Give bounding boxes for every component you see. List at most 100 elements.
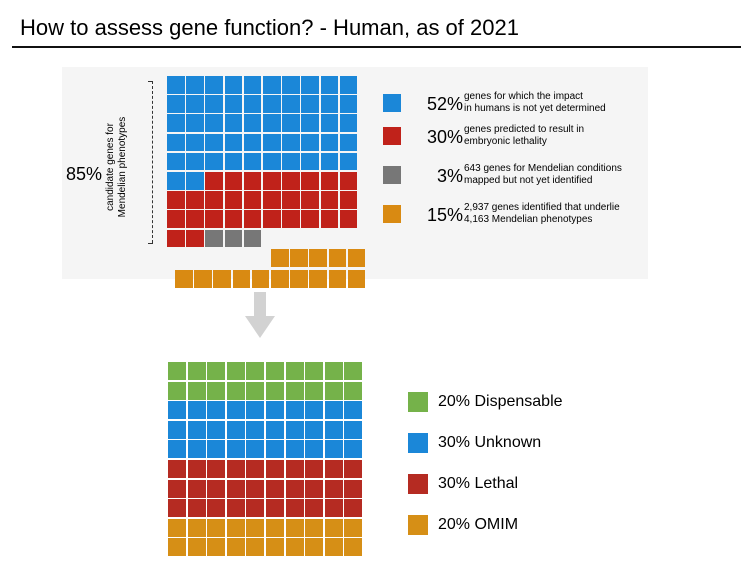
waffle-cell-red <box>320 191 339 209</box>
waffle-cell-green <box>187 362 206 380</box>
candidate-percent: 85% <box>66 164 103 184</box>
waffle-cell-blue <box>167 133 185 152</box>
waffle-cell-green <box>246 381 265 400</box>
waffle-cell-blue2 <box>305 401 324 420</box>
waffle-cell-orange2 <box>187 518 206 537</box>
legend-percent: 15% <box>426 205 463 225</box>
waffle-cell-red2 <box>226 460 245 478</box>
legend-swatch-blue <box>408 433 428 453</box>
legend-label: 30% Lethal <box>438 475 519 492</box>
waffle-cell-red2 <box>207 499 226 518</box>
waffle-cell-blue2 <box>168 420 186 439</box>
waffle-cell-blue2 <box>226 420 245 439</box>
waffle-cell-red2 <box>266 479 284 498</box>
waffle-cell-green <box>168 362 186 380</box>
waffle-cell-blue <box>339 114 358 132</box>
bracket-tick-top <box>148 81 153 82</box>
waffle-cell-orange2 <box>266 538 284 557</box>
waffle-cell-orange2 <box>207 518 226 537</box>
waffle-cell-red2 <box>246 499 265 518</box>
waffle-cell-red <box>263 172 281 190</box>
waffle-cell-orange2 <box>305 518 324 537</box>
waffle-cell-blue <box>301 114 319 132</box>
waffle-cell-green <box>266 381 284 400</box>
waffle-cell-red <box>186 229 204 248</box>
legend-label: 20% Dispensable <box>438 393 563 410</box>
waffle-cell-blue <box>282 133 300 152</box>
waffle-cell-red <box>282 210 300 228</box>
waffle-cell-orange <box>309 249 327 267</box>
waffle-cell-blue <box>320 152 339 171</box>
waffle-cell-red2 <box>305 460 324 478</box>
legend-swatch-orange <box>383 205 401 223</box>
waffle-cell-blue <box>339 76 358 94</box>
waffle-cell-orange2 <box>168 538 186 557</box>
legend-swatch-orange <box>408 515 428 535</box>
waffle-cell-blue <box>167 152 185 171</box>
waffle-cell-orange <box>271 249 289 267</box>
waffle-cell-red <box>243 172 262 190</box>
legend-desc-line: genes predicted to result in <box>464 124 585 135</box>
candidate-genes-label-line1: candidate genes for <box>105 123 116 211</box>
waffle-cell-blue <box>339 133 358 152</box>
waffle-cell-blue <box>186 76 204 94</box>
waffle-cell-red <box>205 191 223 209</box>
waffle-cell-green <box>285 381 304 400</box>
waffle-cell-blue <box>224 152 243 171</box>
waffle-cell-orange <box>232 270 251 288</box>
waffle-cell-gray <box>224 229 243 248</box>
waffle-cell-blue <box>263 76 281 94</box>
candidate-genes-label: candidate genes for Mendelian phenotypes <box>105 87 135 247</box>
waffle-cell-gray <box>205 229 223 248</box>
waffle-cell-orange2 <box>226 538 245 557</box>
waffle-cell-blue <box>282 95 300 113</box>
waffle-cell-blue <box>282 114 300 132</box>
waffle-cell-orange2 <box>285 538 304 557</box>
waffle-cell-red <box>263 210 281 228</box>
waffle-cell-green <box>246 362 265 380</box>
waffle-cell-blue2 <box>246 440 265 459</box>
waffle-cell-red <box>186 191 204 209</box>
waffle-cell-red <box>224 210 243 228</box>
waffle-cell-blue <box>167 114 185 132</box>
waffle-cell-orange <box>328 270 347 288</box>
waffle-cell-red2 <box>187 460 206 478</box>
waffle-cell-red2 <box>246 460 265 478</box>
waffle-cell-blue <box>205 133 223 152</box>
waffle-cell-blue <box>263 152 281 171</box>
waffle-cell-blue2 <box>168 440 186 459</box>
waffle-cell-red2 <box>324 479 343 498</box>
waffle-cell-blue <box>205 95 223 113</box>
waffle-cell-blue <box>186 133 204 152</box>
waffle-cell-red2 <box>285 460 304 478</box>
legend-desc-line: embryonic lethality <box>464 136 547 147</box>
waffle-cell-red2 <box>344 460 363 478</box>
waffle-cell-green <box>305 381 324 400</box>
waffle-cell-red2 <box>168 499 186 518</box>
waffle-cell-blue2 <box>285 440 304 459</box>
waffle-cell-blue2 <box>324 401 343 420</box>
waffle-cell-orange2 <box>226 518 245 537</box>
waffle-cell-blue <box>224 95 243 113</box>
legend-swatch-blue <box>383 94 401 112</box>
waffle-cell-red2 <box>285 499 304 518</box>
waffle-cell-blue2 <box>266 420 284 439</box>
waffle-cell-blue2 <box>246 401 265 420</box>
waffle-cell-red <box>243 191 262 209</box>
waffle-cell-green <box>344 381 363 400</box>
legend-percent: 3% <box>436 166 463 186</box>
waffle-cell-red <box>301 172 319 190</box>
waffle-cell-blue <box>205 76 223 94</box>
waffle-cell-blue2 <box>344 420 363 439</box>
bracket-line <box>152 81 153 243</box>
waffle-cell-red2 <box>344 499 363 518</box>
waffle-cell-blue <box>186 114 204 132</box>
waffle-cell-red2 <box>207 479 226 498</box>
waffle-cell-red <box>224 172 243 190</box>
waffle-cell-blue2 <box>344 401 363 420</box>
waffle-cell-green <box>226 381 245 400</box>
waffle-cell-red <box>205 210 223 228</box>
waffle-cell-blue <box>243 133 262 152</box>
waffle-cell-blue <box>243 152 262 171</box>
waffle-cell-blue <box>263 133 281 152</box>
